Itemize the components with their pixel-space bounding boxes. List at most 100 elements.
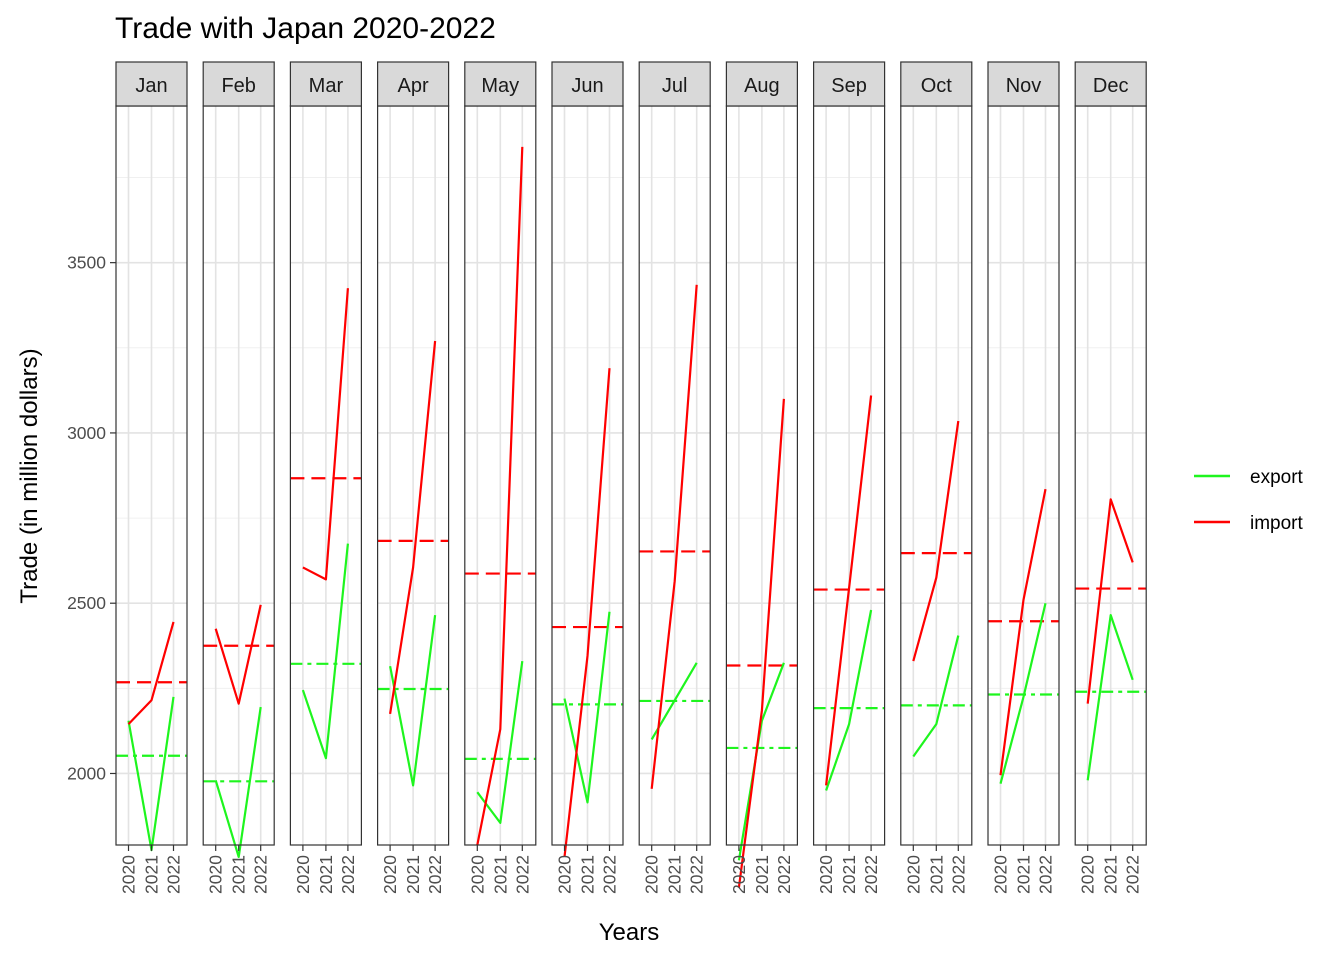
- legend-label-export: export: [1250, 467, 1304, 488]
- y-axis-title: Trade (in million dollars): [16, 348, 43, 603]
- export-line: [912, 635, 960, 758]
- x-tick-label: 2020: [991, 855, 1011, 894]
- facet-strip: [289, 61, 362, 107]
- export-line: [825, 609, 873, 791]
- y-tick-label: 2500: [67, 593, 106, 613]
- x-tick-label: 2022: [1036, 855, 1056, 894]
- export-line: [1086, 614, 1134, 781]
- export-line: [999, 602, 1047, 784]
- export-line: [214, 706, 262, 859]
- x-tick-label: 2021: [665, 855, 685, 894]
- export-line: [563, 611, 611, 804]
- import-line: [912, 420, 960, 662]
- facet-strip-label: Apr: [398, 75, 429, 97]
- facet-strip-label: May: [481, 75, 519, 97]
- facet-strip-label: Aug: [744, 75, 780, 97]
- import-line: [737, 398, 785, 888]
- y-tick-label: 3500: [67, 253, 106, 273]
- x-tick-label: 2020: [380, 855, 400, 894]
- x-tick-label: 2022: [861, 855, 881, 894]
- export-line: [389, 614, 437, 787]
- x-tick-label: 2020: [642, 855, 662, 894]
- import-line: [214, 604, 262, 705]
- y-tick-label: 3000: [67, 423, 106, 443]
- facet-strip-label: Jan: [135, 75, 167, 97]
- x-tick-label: 2020: [555, 855, 575, 894]
- x-tick-label: 2020: [816, 855, 836, 894]
- x-tick-label: 2022: [687, 855, 707, 894]
- import-line: [999, 488, 1047, 776]
- facet-panel-jan: Jan 2020 2021 2022: [115, 61, 188, 894]
- x-tick-label: 2022: [425, 855, 445, 894]
- x-tick-label: 2022: [600, 855, 620, 894]
- facet-strip: [987, 61, 1060, 107]
- x-tick-label: 2021: [142, 855, 162, 894]
- facet-strip-label: Oct: [921, 75, 953, 97]
- x-tick-label: 2021: [1014, 855, 1034, 894]
- x-tick-label: 2022: [251, 855, 271, 894]
- import-line: [389, 340, 437, 715]
- x-tick-label: 2021: [316, 855, 336, 894]
- export-line: [301, 543, 349, 760]
- x-tick-label: 2021: [578, 855, 598, 894]
- x-tick-label: 2020: [206, 855, 226, 894]
- facet-panel-dec: Dec 2020 2021 2022: [1074, 61, 1147, 894]
- x-tick-label: 2021: [229, 855, 249, 894]
- facet-strip: [1074, 61, 1147, 107]
- export-line: [737, 662, 785, 861]
- x-tick-label: 2020: [119, 855, 139, 894]
- facet-panel-oct: Oct 2020 2021 2022: [900, 61, 973, 894]
- facet-panel-aug: Aug 2020 2021 2022: [725, 61, 799, 894]
- facet-strip: [551, 61, 624, 107]
- facet-strip: [900, 61, 973, 107]
- facet-strip-label: Feb: [221, 75, 255, 97]
- x-tick-label: 2022: [512, 855, 532, 894]
- import-line: [302, 288, 349, 581]
- import-line: [563, 368, 611, 858]
- x-tick-label: 2020: [729, 855, 749, 894]
- x-tick-label: 2020: [293, 855, 313, 894]
- x-tick-label: 2020: [903, 855, 923, 894]
- import-line: [127, 621, 175, 725]
- facet-panel-feb: Feb 2020 2021 2022: [202, 61, 275, 894]
- x-tick-label: 2021: [490, 855, 510, 894]
- y-axis: 2000 2500 3000 3500: [67, 253, 116, 783]
- facet-panel-jul: Jul 2020 2021 2022: [638, 61, 711, 894]
- facet-panel-apr: Apr 2020 2021 2022: [377, 61, 450, 894]
- chart-title: Trade with Japan 2020-2022: [115, 12, 496, 45]
- x-axis-title: Years: [599, 919, 660, 946]
- x-tick-label: 2022: [1123, 855, 1143, 894]
- facet-panel-jun: Jun 2020 2021 2022: [551, 61, 624, 894]
- facet-strip-label: Jun: [571, 75, 603, 97]
- facet-strip: [377, 61, 450, 107]
- facet-panel-sep: Sep 2020 2021 2022: [812, 61, 886, 894]
- legend-label-import: import: [1250, 513, 1304, 534]
- x-tick-label: 2021: [839, 855, 859, 894]
- import-line: [476, 146, 524, 846]
- import-line: [650, 284, 698, 789]
- facet-strip: [115, 61, 188, 107]
- x-tick-label: 2021: [752, 855, 772, 894]
- x-tick-label: 2020: [467, 855, 487, 894]
- facet-strip-label: Mar: [309, 75, 344, 97]
- facet-strip-label: Jul: [662, 75, 688, 97]
- facet-strip: [638, 61, 711, 107]
- facet-strip: [464, 61, 537, 107]
- facet-strip-label: Dec: [1093, 75, 1129, 97]
- facet-panel-nov: Nov 2020 2021 2022: [987, 61, 1060, 894]
- facet-strip: [202, 61, 275, 107]
- x-tick-label: 2022: [774, 855, 794, 894]
- x-tick-label: 2021: [1101, 855, 1121, 894]
- facet-strip: [812, 61, 886, 107]
- x-tick-label: 2022: [338, 855, 358, 894]
- x-tick-label: 2021: [403, 855, 423, 894]
- facet-panel-may: May 2020 2021 2022: [464, 61, 537, 894]
- facet-strip-label: Sep: [831, 75, 867, 97]
- x-tick-label: 2022: [164, 855, 184, 894]
- import-line: [825, 395, 873, 786]
- x-tick-label: 2022: [948, 855, 968, 894]
- x-tick-label: 2021: [926, 855, 946, 894]
- facet-strip: [725, 61, 799, 107]
